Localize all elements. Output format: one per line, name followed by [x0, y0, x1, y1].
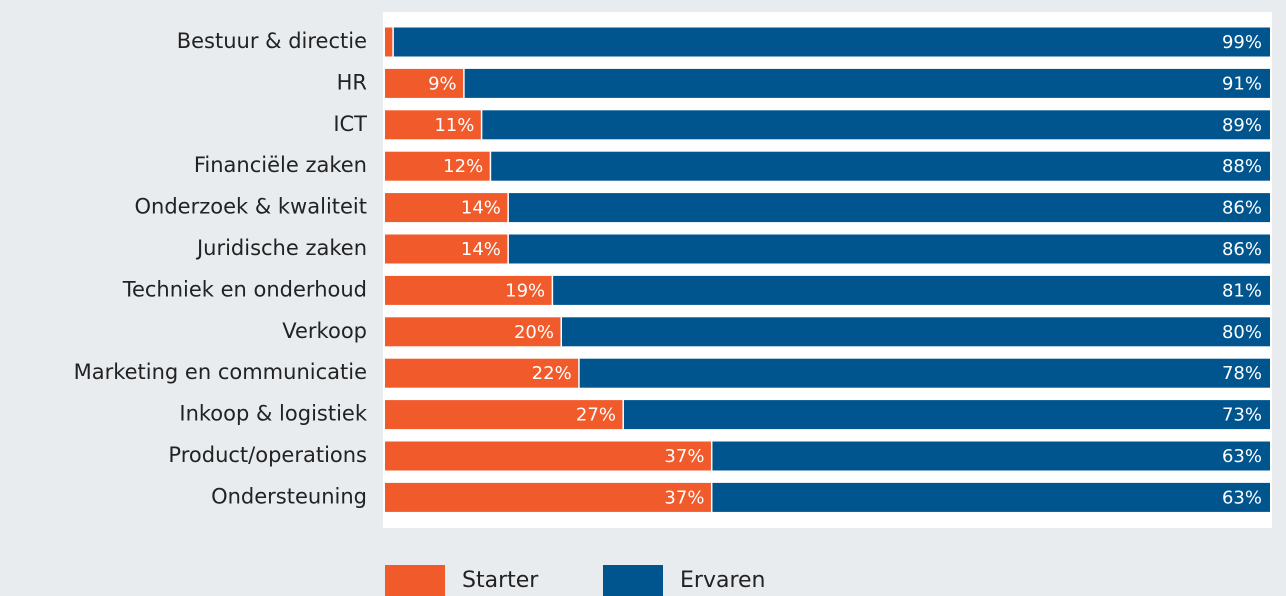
value-label: 20%: [514, 322, 554, 343]
category-label: ICT: [333, 112, 367, 136]
bar-segment: [562, 317, 1270, 347]
value-label: 78%: [1222, 363, 1262, 384]
bar-segment: [712, 482, 1270, 512]
bar-segment: [385, 27, 393, 57]
category-label: Ondersteuning: [211, 484, 367, 508]
category-label: Inkoop & logistiek: [179, 402, 367, 426]
bar-segment: [385, 358, 579, 388]
bar-segment: [553, 275, 1270, 305]
category-label: Bestuur & directie: [177, 29, 367, 53]
value-label: 73%: [1222, 405, 1262, 426]
value-label: 14%: [461, 239, 501, 260]
value-label: 14%: [461, 198, 501, 219]
value-label: 81%: [1222, 280, 1262, 301]
category-label: HR: [337, 70, 367, 94]
bar-segment: [385, 234, 508, 264]
bar-segment: [385, 193, 508, 223]
legend-swatch: [603, 565, 663, 596]
value-label: 37%: [664, 487, 704, 508]
value-label: 86%: [1222, 198, 1262, 219]
bar-segment: [712, 441, 1270, 471]
value-label: 11%: [434, 115, 474, 136]
value-label: 63%: [1222, 446, 1262, 467]
bar-segment: [579, 358, 1270, 388]
value-label: 89%: [1222, 115, 1262, 136]
value-label: 27%: [576, 405, 616, 426]
value-label: 22%: [532, 363, 572, 384]
bar-segment: [482, 110, 1271, 140]
value-label: 80%: [1222, 322, 1262, 343]
value-label: 88%: [1222, 156, 1262, 177]
bar-segment: [393, 27, 1271, 57]
bar-segment: [491, 151, 1270, 181]
bar-segment: [623, 400, 1270, 430]
category-label: Marketing en communicatie: [74, 360, 367, 384]
value-label: 91%: [1222, 73, 1262, 94]
value-label: 37%: [664, 446, 704, 467]
category-label: Juridische zaken: [195, 236, 367, 260]
value-label: 19%: [505, 280, 545, 301]
legend-swatch: [385, 565, 445, 596]
bar-segment: [385, 275, 552, 305]
category-label: Financiële zaken: [194, 153, 367, 177]
value-label: 12%: [443, 156, 483, 177]
value-label: 63%: [1222, 487, 1262, 508]
category-label: Techniek en onderhoud: [122, 277, 367, 301]
legend-label: Ervaren: [680, 568, 766, 593]
bar-segment: [385, 68, 464, 98]
bar-segment: [508, 193, 1270, 223]
category-label: Onderzoek & kwaliteit: [135, 195, 368, 219]
legend-label: Starter: [462, 568, 539, 593]
bar-segment: [385, 400, 623, 430]
bar-segment: [385, 441, 711, 471]
value-label: 86%: [1222, 239, 1262, 260]
bar-segment: [385, 110, 481, 140]
value-label: 9%: [428, 73, 457, 94]
bar-segment: [464, 68, 1270, 98]
bar-segment: [385, 151, 490, 181]
category-label: Verkoop: [282, 319, 367, 343]
bar-segment: [508, 234, 1270, 264]
bar-segment: [385, 482, 711, 512]
bar-segment: [385, 317, 561, 347]
value-label: 99%: [1222, 32, 1262, 53]
category-label: Product/operations: [168, 443, 367, 467]
